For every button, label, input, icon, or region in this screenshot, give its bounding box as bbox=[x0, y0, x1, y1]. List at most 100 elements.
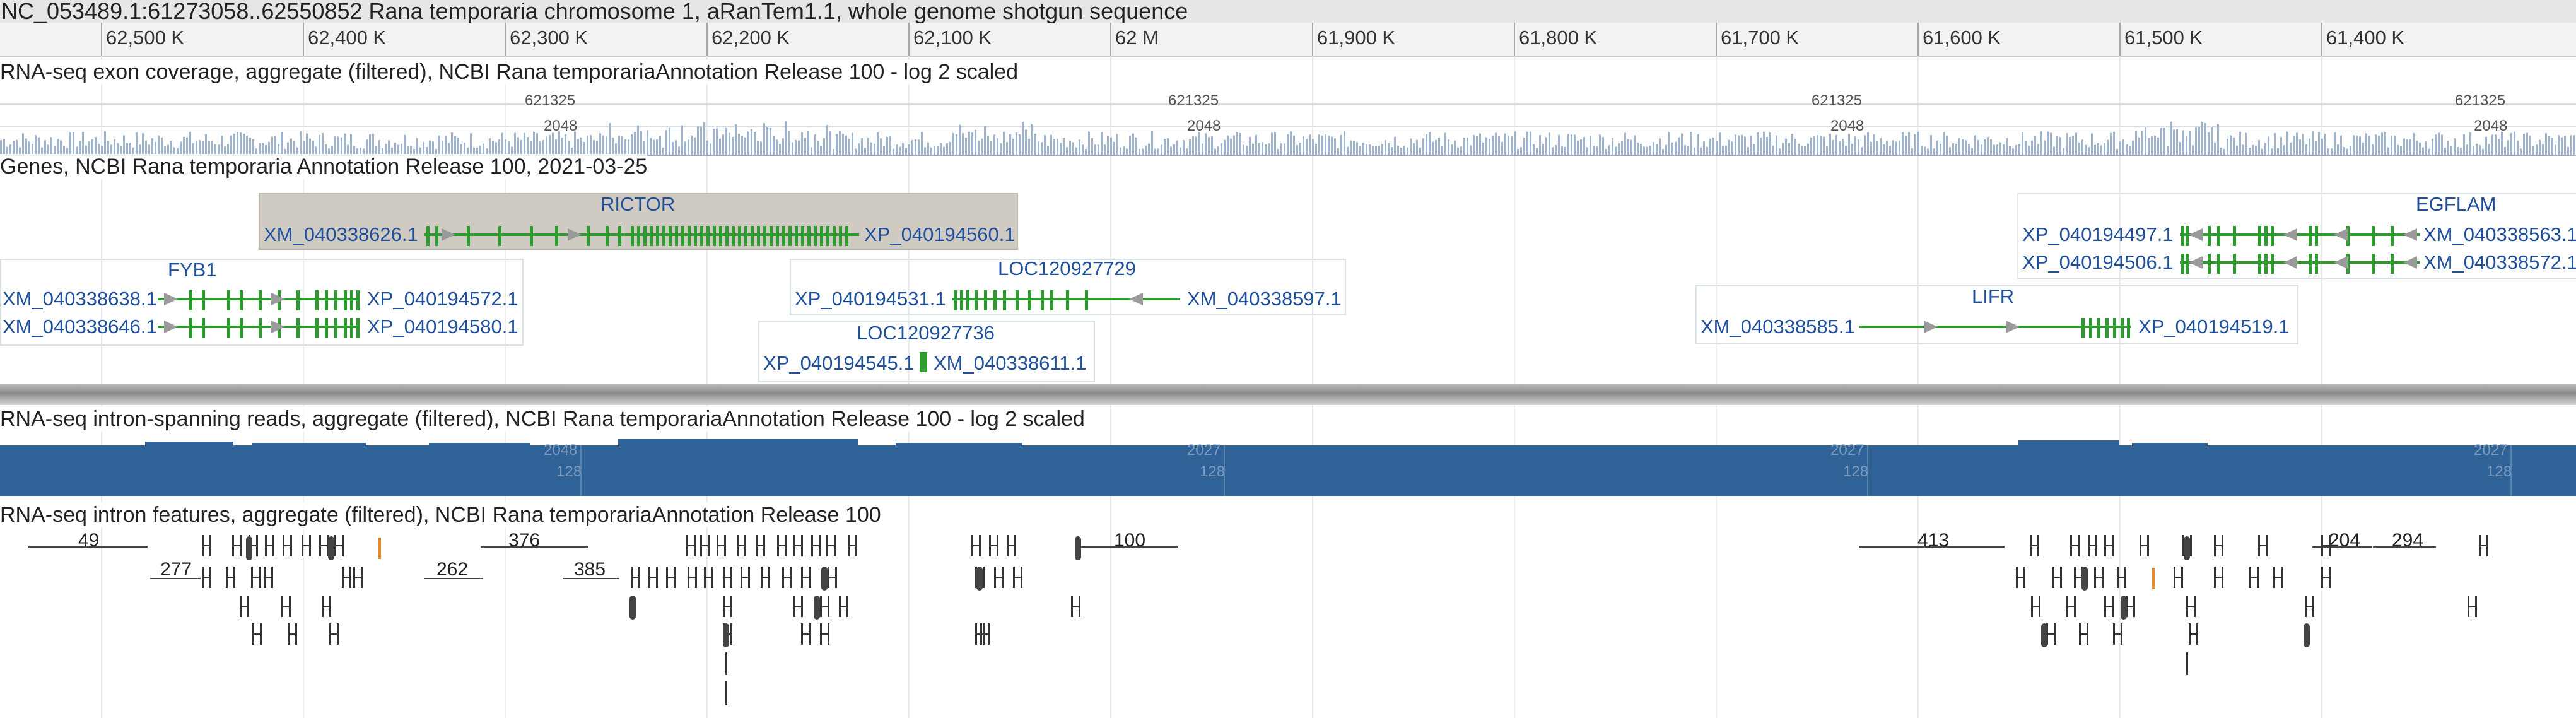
intron-feature[interactable] bbox=[265, 545, 274, 546]
intron-feature[interactable] bbox=[2121, 596, 2127, 620]
intron-feature[interactable] bbox=[2214, 545, 2223, 546]
intron-feature[interactable] bbox=[648, 577, 658, 578]
intron-feature[interactable] bbox=[342, 577, 351, 578]
intron-feature[interactable] bbox=[820, 633, 829, 635]
intron-feature[interactable] bbox=[202, 545, 211, 546]
intron-feature[interactable] bbox=[723, 606, 732, 607]
intron-span[interactable] bbox=[1077, 546, 1178, 548]
gene-name-rictor[interactable]: RICTOR bbox=[600, 193, 676, 215]
intron-span[interactable] bbox=[2373, 546, 2436, 548]
intron-feature[interactable] bbox=[631, 577, 640, 578]
gene-egflam-box[interactable] bbox=[2017, 193, 2576, 279]
gene-name-loc120927729[interactable]: LOC120927729 bbox=[998, 257, 1136, 280]
intron-feature[interactable] bbox=[281, 606, 291, 607]
intron-feature[interactable] bbox=[2184, 536, 2190, 560]
intron-feature[interactable] bbox=[328, 536, 334, 560]
intron-feature[interactable] bbox=[2479, 545, 2488, 546]
intron-feature[interactable] bbox=[2305, 606, 2314, 607]
intron-feature[interactable] bbox=[2214, 577, 2223, 578]
intron-feature[interactable] bbox=[240, 606, 249, 607]
protein-label[interactable]: XP_040194572.1 bbox=[367, 288, 518, 310]
transcript-label[interactable]: XM_040338638.1 bbox=[3, 288, 157, 310]
intron-feature[interactable] bbox=[2249, 577, 2259, 578]
intron-feature[interactable] bbox=[994, 577, 1004, 578]
transcript-label[interactable]: XM_040338597.1 bbox=[1187, 288, 1342, 310]
intron-feature[interactable] bbox=[2030, 545, 2039, 546]
intron-feature[interactable] bbox=[820, 606, 829, 607]
intron-span[interactable] bbox=[424, 578, 483, 579]
protein-label[interactable]: XP_040194560.1 bbox=[864, 223, 1016, 245]
intron-feature[interactable] bbox=[814, 596, 820, 620]
intron-feature[interactable] bbox=[848, 545, 857, 546]
intron-feature[interactable] bbox=[2321, 545, 2331, 546]
intron-feature[interactable] bbox=[378, 538, 381, 559]
intron-feature[interactable] bbox=[2304, 623, 2310, 647]
intron-feature[interactable] bbox=[264, 577, 273, 578]
intron-span[interactable] bbox=[481, 546, 588, 548]
coverage-track-title[interactable]: RNA-seq exon coverage, aggregate (filter… bbox=[0, 59, 1019, 85]
protein-label[interactable]: XP_040194497.1 bbox=[2022, 223, 2174, 245]
transcript-label[interactable]: XM_040338626.1 bbox=[264, 223, 418, 245]
transcript-label[interactable]: XM_040338611.1 bbox=[934, 352, 1087, 374]
intron-feature[interactable] bbox=[976, 567, 983, 591]
gene-name-fyb1[interactable]: FYB1 bbox=[168, 259, 217, 281]
intron-feature[interactable] bbox=[2052, 577, 2062, 578]
intron-reads-track-title[interactable]: RNA-seq intron-spanning reads, aggregate… bbox=[0, 406, 1085, 432]
intron-feature[interactable] bbox=[975, 633, 985, 635]
transcript-label[interactable]: XM_040338572.1 bbox=[2423, 251, 2576, 273]
intron-feature[interactable] bbox=[725, 681, 727, 705]
intron-feature[interactable] bbox=[246, 536, 252, 560]
intron-feature[interactable] bbox=[2031, 606, 2040, 607]
intron-feature[interactable] bbox=[251, 577, 261, 578]
intron-feature[interactable] bbox=[821, 567, 828, 591]
intron-feature[interactable] bbox=[283, 545, 292, 546]
intron-feature[interactable] bbox=[1075, 536, 1081, 560]
intron-feature[interactable] bbox=[777, 545, 787, 546]
intron-feature[interactable] bbox=[971, 545, 981, 546]
intron-feature[interactable] bbox=[828, 577, 837, 578]
protein-label[interactable]: XP_040194580.1 bbox=[367, 315, 518, 338]
intron-feature[interactable] bbox=[782, 577, 792, 578]
intron-feature[interactable] bbox=[2189, 633, 2198, 635]
transcript-label[interactable]: XM_040338563.1 bbox=[2423, 223, 2576, 245]
transcript-label[interactable]: XM_040338585.1 bbox=[1701, 315, 1855, 338]
intron-feature[interactable] bbox=[2074, 577, 2083, 578]
gene-name-egflam[interactable]: EGFLAM bbox=[2416, 193, 2497, 215]
intron-reads-histogram[interactable] bbox=[0, 445, 2576, 496]
intron-feature[interactable] bbox=[2113, 633, 2122, 635]
intron-feature[interactable] bbox=[2041, 623, 2047, 647]
intron-feature[interactable] bbox=[1071, 606, 1080, 607]
intron-span[interactable] bbox=[150, 578, 201, 579]
intron-feature[interactable] bbox=[2066, 606, 2076, 607]
intron-feature[interactable] bbox=[2258, 545, 2268, 546]
intron-span[interactable] bbox=[1859, 546, 2005, 548]
intron-feature[interactable] bbox=[2126, 606, 2135, 607]
intron-feature[interactable] bbox=[2152, 568, 2155, 589]
intron-feature[interactable] bbox=[793, 545, 803, 546]
intron-feature[interactable] bbox=[980, 633, 990, 635]
intron-feature[interactable] bbox=[2186, 606, 2196, 607]
genes-track-title[interactable]: Genes, NCBI Rana temporaria Annotation R… bbox=[0, 154, 648, 179]
intron-feature[interactable] bbox=[2016, 577, 2025, 578]
intron-feature[interactable] bbox=[723, 623, 729, 647]
intron-feature[interactable] bbox=[700, 545, 710, 546]
intron-feature[interactable] bbox=[319, 545, 329, 546]
intron-feature[interactable] bbox=[2070, 545, 2080, 546]
intron-feature[interactable] bbox=[2104, 545, 2114, 546]
intron-feature[interactable] bbox=[353, 577, 363, 578]
intron-span[interactable] bbox=[28, 546, 148, 548]
intron-feature[interactable] bbox=[2140, 545, 2149, 546]
intron-feature[interactable] bbox=[761, 577, 770, 578]
intron-feature[interactable] bbox=[793, 606, 803, 607]
intron-feature[interactable] bbox=[839, 606, 848, 607]
intron-feature[interactable] bbox=[2088, 545, 2097, 546]
intron-feature[interactable] bbox=[756, 545, 765, 546]
protein-label[interactable]: XP_040194545.1 bbox=[763, 352, 915, 374]
intron-feature[interactable] bbox=[249, 545, 258, 546]
intron-span[interactable] bbox=[2312, 546, 2372, 548]
intron-feature[interactable] bbox=[334, 545, 344, 546]
intron-feature[interactable] bbox=[2094, 577, 2104, 578]
protein-label[interactable]: XP_040194531.1 bbox=[795, 288, 946, 310]
intron-span[interactable] bbox=[563, 578, 619, 579]
intron-feature[interactable] bbox=[329, 633, 339, 635]
